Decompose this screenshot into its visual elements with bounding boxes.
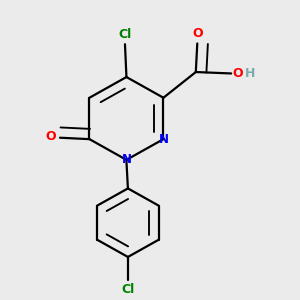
Text: O: O xyxy=(45,130,56,143)
Text: N: N xyxy=(122,153,131,167)
Text: Cl: Cl xyxy=(121,283,134,296)
Text: H: H xyxy=(244,67,255,80)
Text: Cl: Cl xyxy=(118,28,132,41)
Text: N: N xyxy=(158,133,168,146)
Text: O: O xyxy=(193,27,203,40)
Text: O: O xyxy=(232,67,243,80)
